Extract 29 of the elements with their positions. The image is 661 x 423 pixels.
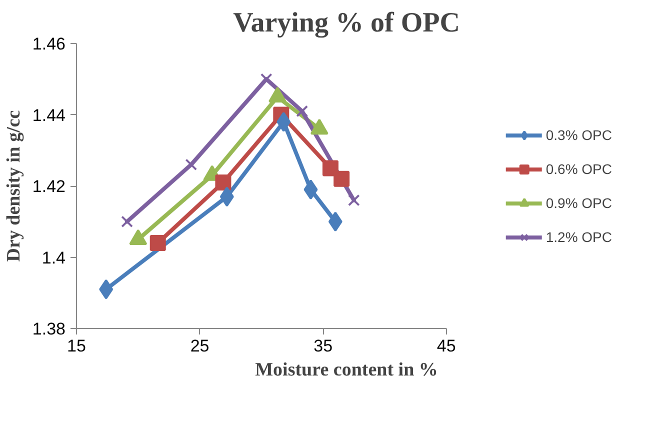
point	[121, 216, 133, 228]
x-tick-label: 35	[314, 336, 333, 356]
x-tick-label: 15	[67, 336, 86, 356]
y-tick-label: 1.46	[32, 34, 66, 54]
legend-label: 0.9% OPC	[546, 194, 612, 210]
legend-label: 0.3% OPC	[546, 126, 612, 142]
point	[304, 180, 318, 200]
point	[296, 105, 308, 118]
point	[215, 174, 232, 190]
point	[150, 235, 166, 251]
legend-label: 1.2% OPC	[546, 228, 612, 244]
y-tick-label: 1.44	[32, 106, 66, 125]
x-tick-label: 25	[190, 336, 210, 356]
y-axis-title: Dry density in g/cc	[3, 110, 24, 262]
point	[328, 212, 342, 232]
y-tick-label: 1.42	[32, 177, 66, 196]
point	[348, 194, 360, 206]
point	[185, 158, 198, 171]
point	[220, 186, 234, 207]
y-tick-label: 1.4	[42, 248, 66, 268]
point	[322, 160, 338, 176]
point	[99, 279, 114, 300]
chart-title: Varying % of OPC	[233, 8, 460, 38]
point	[276, 112, 291, 132]
x-tick-label: 45	[436, 336, 456, 356]
legend-label: 0.6% OPC	[546, 160, 612, 176]
x-axis-title: Moisture content in %	[255, 360, 438, 380]
point	[334, 170, 350, 187]
y-tick-label: 1.38	[32, 320, 66, 338]
